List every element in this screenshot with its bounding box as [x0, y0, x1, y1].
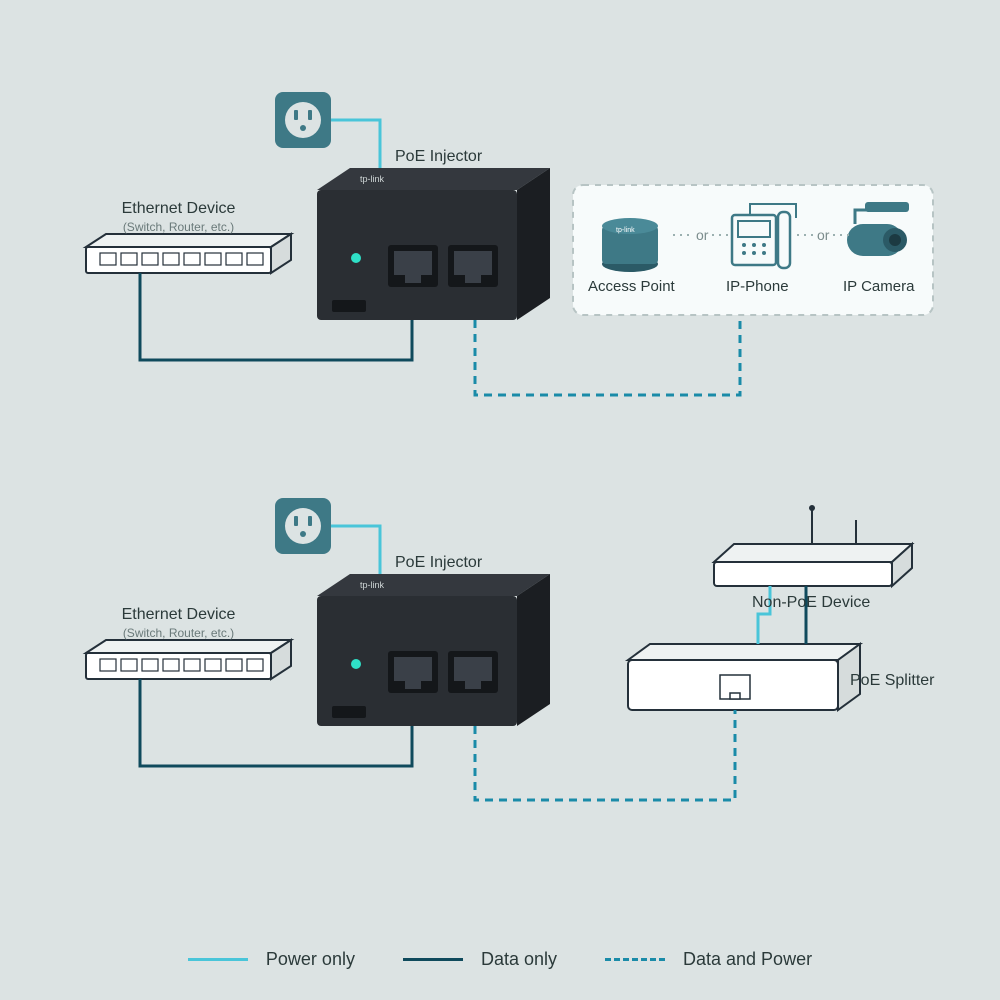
svg-text:tp-link: tp-link [616, 227, 635, 234]
ethernet-device-label: Ethernet Device [86, 200, 271, 218]
ip-camera-label: IP Camera [843, 278, 914, 295]
ethernet-device-sublabel: (Switch, Router, etc.) [86, 220, 271, 234]
legend-line-power [188, 958, 248, 961]
legend-power-label: Power only [266, 949, 355, 970]
poe-injector-label: PoE Injector [395, 148, 482, 166]
legend-datapower-label: Data and Power [683, 949, 812, 970]
ethernet-device-label-2: Ethernet Device [86, 606, 271, 624]
legend: Power only Data only Data and Power [0, 949, 1000, 970]
ethernet-device-sublabel-2: (Switch, Router, etc.) [86, 626, 271, 640]
legend-data-label: Data only [481, 949, 557, 970]
diagram-canvas: tp-link tp-link [0, 0, 1000, 1000]
poe-injector-top: tp-link [317, 168, 550, 320]
ip-camera-icon [847, 202, 909, 256]
access-point-icon: tp-link [602, 218, 658, 272]
legend-line-data [403, 958, 463, 961]
or-text-1: or [696, 227, 708, 243]
svg-text:tp-link: tp-link [360, 174, 385, 184]
or-text-2: or [817, 227, 829, 243]
power-outlet-icon-2 [275, 498, 331, 554]
ip-phone-label: IP-Phone [726, 278, 789, 295]
non-poe-router-icon [714, 505, 912, 586]
power-outlet-icon [275, 92, 331, 148]
poe-injector-label-2: PoE Injector [395, 554, 482, 572]
access-point-label: Access Point [588, 278, 675, 295]
poe-splitter-label: PoE Splitter [850, 672, 934, 690]
poe-injector-bottom: tp-link [317, 574, 550, 726]
legend-line-datapower [605, 958, 665, 961]
poe-splitter-icon [628, 644, 860, 710]
ethernet-switch-icon-2 [86, 640, 291, 679]
ethernet-switch-icon [86, 234, 291, 273]
non-poe-label: Non-PoE Device [752, 594, 870, 612]
svg-text:tp-link: tp-link [360, 580, 385, 590]
wire-datapower-top [475, 315, 740, 395]
